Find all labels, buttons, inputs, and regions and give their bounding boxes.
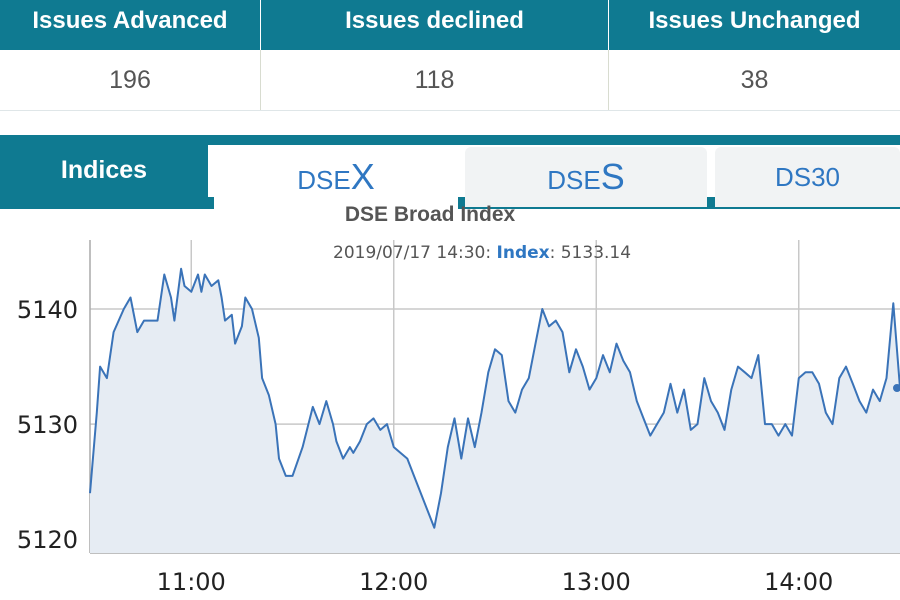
subtitle-value: : 5133.14 [550,243,631,263]
tab-dsex-suffix: X [350,156,375,197]
x-tick-label: 13:00 [562,568,631,596]
issues-declined-header: Issues declined [345,7,524,34]
subtitle-timestamp: 2019/07/17 14:30: [333,243,491,263]
series-area [90,268,900,553]
stats-header-row: Issues Advanced Issues declined Issues U… [0,0,900,50]
issues-advanced-value: 196 [109,66,151,94]
stats-values-row: 196 118 38 [0,50,900,111]
series-line [89,267,900,529]
chart-subtitle: 2019/07/17 14:30: Index: 5133.14 [333,243,631,263]
chart-title: DSE Broad Index [345,203,516,226]
axis-ticks: 5120 5130 5140 11:00 12:00 13:00 14:00 [17,296,833,596]
issues-unchanged-value: 38 [740,66,769,94]
value-divider [260,50,261,110]
x-tick-label: 14:00 [764,568,833,596]
tab-ds30[interactable]: DS30 [715,147,900,207]
tab-dsex[interactable]: DSEX [214,147,458,211]
last-point-marker [893,383,900,392]
indices-label: Indices [0,145,208,197]
x-tick-label: 12:00 [359,568,428,596]
y-tick-label: 5140 [17,296,78,324]
issues-advanced-header: Issues Advanced [32,7,228,34]
issues-unchanged-header: Issues Unchanged [648,7,861,34]
y-tick-label: 5120 [17,526,78,554]
header-divider [260,0,261,50]
subtitle-series-label: Index [497,243,550,263]
x-tick-label: 11:00 [157,568,226,596]
tabs-bar-top [0,135,900,145]
header-divider [608,0,609,50]
tab-dsex-prefix: DSE [297,165,351,195]
value-divider [608,50,609,110]
index-chart: 5120 5130 5140 11:00 12:00 13:00 14:00 DSE Bro… [17,203,900,596]
tab-dses[interactable]: DSES [465,147,707,207]
tab-dses-suffix: S [600,156,625,197]
issues-declined-value: 118 [414,66,455,94]
y-tick-label: 5130 [17,411,78,439]
tab-dses-prefix: DSE [547,165,601,195]
